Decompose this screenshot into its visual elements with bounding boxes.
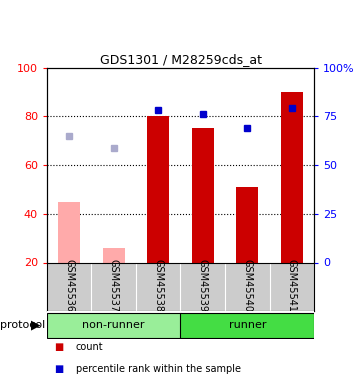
Text: ■: ■: [54, 364, 64, 374]
Bar: [280, 92, 303, 262]
Text: runner: runner: [229, 320, 266, 330]
Text: ■: ■: [54, 342, 64, 352]
Text: GSM45538: GSM45538: [153, 260, 163, 312]
Text: count: count: [76, 342, 104, 352]
Text: percentile rank within the sample: percentile rank within the sample: [76, 364, 241, 374]
Text: ▶: ▶: [31, 319, 40, 332]
Text: GSM45537: GSM45537: [109, 260, 119, 312]
Text: GSM45541: GSM45541: [287, 260, 297, 312]
Bar: [236, 187, 258, 262]
Title: GDS1301 / M28259cds_at: GDS1301 / M28259cds_at: [100, 53, 261, 66]
Text: GSM45536: GSM45536: [64, 260, 74, 312]
Bar: [47, 313, 180, 338]
Text: non-runner: non-runner: [82, 320, 145, 330]
Text: GSM45540: GSM45540: [242, 260, 252, 312]
Bar: [180, 313, 314, 338]
Bar: [103, 248, 125, 262]
Text: protocol: protocol: [0, 320, 45, 330]
Text: GSM45539: GSM45539: [198, 260, 208, 312]
Bar: [147, 116, 169, 262]
Bar: [58, 202, 80, 262]
Bar: [192, 128, 214, 262]
